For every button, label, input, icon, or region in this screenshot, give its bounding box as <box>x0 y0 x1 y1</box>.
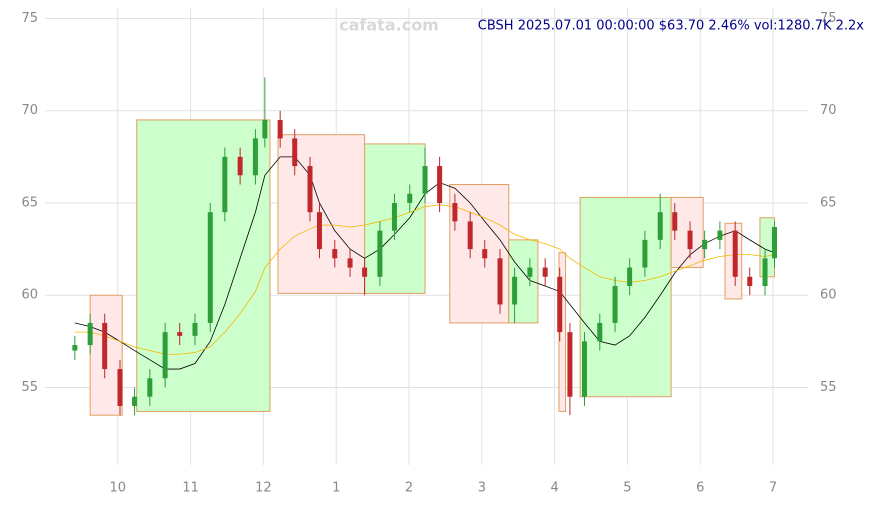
y-tick-label: 70 <box>21 103 38 118</box>
chart-title: CBSH 2025.07.01 00:00:00 $63.70 2.46% vo… <box>478 19 865 34</box>
candle-body <box>262 119 268 139</box>
candle-body <box>702 239 708 250</box>
x-tick-label: 7 <box>769 481 777 496</box>
candle-body <box>407 193 413 203</box>
candle-body <box>687 230 693 250</box>
candle-body <box>642 239 648 268</box>
y-tick-label: 60 <box>21 288 38 303</box>
candle-body <box>772 226 778 259</box>
y-tick-label-right: 60 <box>820 288 837 303</box>
candle-body <box>316 212 322 250</box>
candle-body <box>192 322 198 336</box>
candle-body <box>422 166 428 194</box>
candle-body <box>87 322 93 346</box>
candle-body <box>277 119 283 139</box>
candle-body <box>377 230 383 277</box>
candle-body <box>542 267 548 277</box>
x-tick-label: 4 <box>550 481 558 496</box>
y-tick-label: 65 <box>21 195 38 210</box>
x-tick-label: 10 <box>110 481 127 496</box>
candle-body <box>512 276 518 305</box>
watermark: cafata.com <box>339 16 439 35</box>
candle-body <box>292 138 298 167</box>
x-tick-label: 1 <box>332 481 340 496</box>
candle-body <box>762 258 768 287</box>
candle-body <box>482 249 488 259</box>
boxes <box>89 119 776 416</box>
y-tick-label-right: 70 <box>820 103 837 118</box>
x-tick-label: 5 <box>623 481 631 496</box>
candle-body <box>347 258 353 268</box>
candle-body <box>252 138 258 176</box>
x-tick-label: 12 <box>255 481 272 496</box>
candle-body <box>332 249 338 259</box>
candle-body <box>177 332 183 336</box>
y-tick-label-right: 55 <box>820 380 837 395</box>
y-tick-label: 75 <box>21 11 38 26</box>
candle-body <box>581 341 587 397</box>
zone-box <box>670 196 704 269</box>
candle-body <box>627 267 633 287</box>
candle-body <box>467 221 473 250</box>
candle-body <box>747 276 753 287</box>
candle-body <box>222 156 228 213</box>
candle-body <box>162 332 168 379</box>
candle-body <box>557 276 563 333</box>
candle-body <box>672 212 678 231</box>
zone-box <box>136 119 271 412</box>
candle-body <box>362 267 368 277</box>
candle-body <box>132 396 138 406</box>
candle-body <box>732 230 738 277</box>
x-tick-label: 6 <box>696 481 704 496</box>
candle-body <box>452 202 458 222</box>
candle-body <box>612 286 618 323</box>
zone-box <box>579 196 672 398</box>
candle-body <box>102 322 108 370</box>
x-tick-label: 11 <box>182 481 199 496</box>
candle-body <box>527 267 533 277</box>
candle-body <box>497 258 503 305</box>
candle-body <box>391 202 397 231</box>
candle-body <box>657 212 663 240</box>
candle-body <box>207 212 213 323</box>
candle-body <box>72 345 78 351</box>
candles <box>72 77 778 416</box>
candle-body <box>717 230 723 240</box>
x-tick-label: 3 <box>478 481 486 496</box>
candle-body <box>437 166 443 203</box>
moving-average <box>74 204 775 355</box>
y-tick-label-right: 75 <box>820 11 837 26</box>
candle-body <box>117 369 123 406</box>
candle-body <box>597 322 603 342</box>
candle-body <box>567 332 573 397</box>
candle-body <box>237 156 243 176</box>
x-tick-label: 2 <box>405 481 413 496</box>
y-tick-label: 55 <box>21 380 38 395</box>
candle-body <box>307 166 313 213</box>
candle-body <box>147 378 153 397</box>
y-tick-label-right: 65 <box>820 195 837 210</box>
